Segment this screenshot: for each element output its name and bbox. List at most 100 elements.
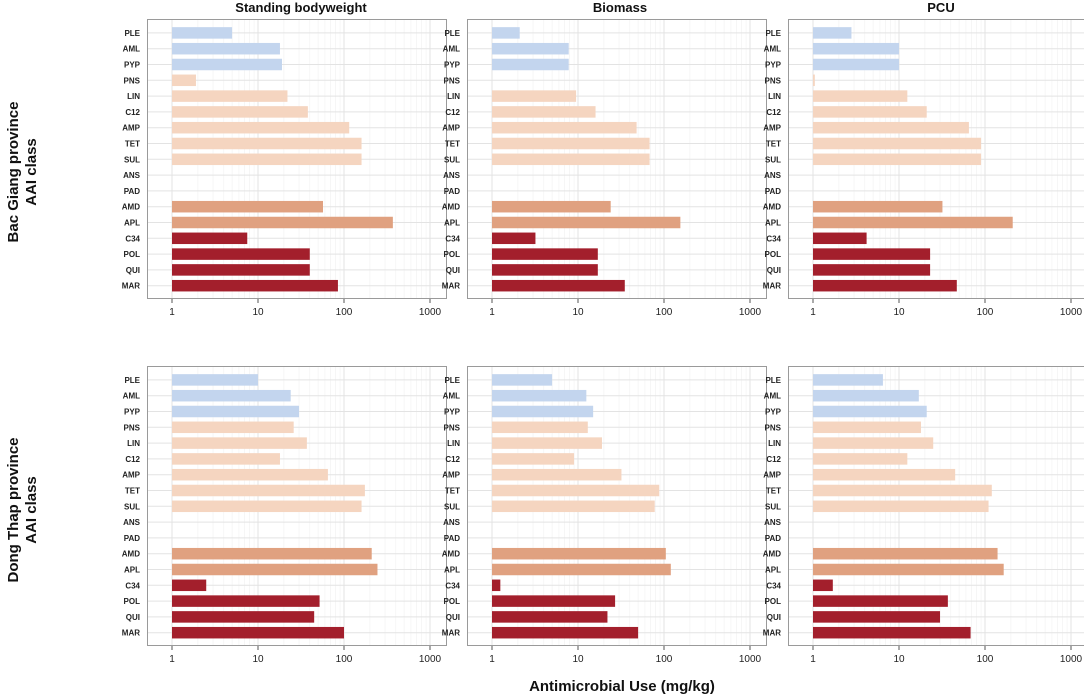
- category-label-pol: POL: [765, 597, 782, 606]
- category-label-c12: C12: [445, 108, 460, 117]
- bar-c34: [172, 579, 207, 592]
- bar-ple: [492, 374, 553, 386]
- category-label-c12: C12: [125, 455, 140, 464]
- category-label-pol: POL: [765, 250, 782, 259]
- category-label-tet: TET: [125, 487, 140, 496]
- bar-sul: [172, 153, 362, 166]
- bar-pns: [492, 421, 588, 434]
- bar-mar: [813, 626, 971, 639]
- category-label-pns: PNS: [444, 423, 461, 432]
- bar-ple: [492, 27, 520, 39]
- category-label-sul: SUL: [124, 502, 140, 511]
- category-label-lin: LIN: [127, 92, 140, 101]
- bar-amd: [813, 547, 998, 560]
- panel-frame: [147, 19, 447, 299]
- category-label-pns: PNS: [124, 423, 141, 432]
- row-title-bac-giang: Bac Giang province AAI class: [5, 102, 40, 243]
- category-label-ans: ANS: [764, 518, 782, 527]
- category-label-pyp: PYP: [124, 408, 141, 417]
- category-label-amd: AMD: [122, 550, 140, 559]
- bar-qui: [492, 264, 598, 276]
- category-label-tet: TET: [445, 487, 460, 496]
- bar-amd: [492, 547, 666, 560]
- bar-amp: [172, 121, 350, 134]
- category-label-lin: LIN: [447, 439, 460, 448]
- bar-sul: [492, 500, 655, 513]
- category-label-tet: TET: [766, 140, 781, 149]
- category-label-c34: C34: [766, 234, 781, 243]
- bar-pyp: [492, 405, 594, 418]
- x-tick-label-10: 10: [252, 307, 264, 318]
- column-title-standing-bodyweight: Standing bodyweight: [235, 0, 367, 15]
- bar-lin: [813, 90, 908, 102]
- panel-r1-c1: PLE AML PYP PNS LIN C12 AMP TET SUL ANS PAD AMD APL C…: [442, 366, 767, 665]
- category-label-c12: C12: [766, 455, 781, 464]
- bar-tet: [172, 484, 365, 497]
- bar-mar: [813, 279, 957, 292]
- category-label-ple: PLE: [444, 29, 460, 38]
- category-label-ans: ANS: [443, 171, 461, 180]
- bar-lin: [813, 437, 934, 449]
- bar-apl: [492, 563, 671, 576]
- category-label-mar: MAR: [442, 282, 460, 291]
- panel-frame: [788, 19, 1084, 299]
- category-label-qui: QUI: [767, 266, 781, 275]
- category-label-amd: AMD: [763, 550, 781, 559]
- bar-apl: [813, 563, 1004, 576]
- category-label-mar: MAR: [763, 629, 781, 638]
- bar-pns: [172, 421, 294, 434]
- bar-lin: [492, 90, 577, 102]
- bar-tet: [172, 137, 362, 150]
- row-title-dong-thap-line1: Dong Thap province: [5, 437, 22, 582]
- bar-pns: [813, 421, 921, 434]
- category-label-mar: MAR: [122, 282, 140, 291]
- x-tick-label-1000: 1000: [1060, 654, 1083, 665]
- category-label-pyp: PYP: [765, 61, 782, 70]
- category-label-amp: AMP: [122, 124, 140, 133]
- bar-lin: [172, 437, 307, 449]
- x-tick-label-1000: 1000: [419, 654, 442, 665]
- x-tick-label-10: 10: [252, 654, 264, 665]
- bar-pol: [172, 595, 320, 607]
- category-label-ple: PLE: [124, 29, 140, 38]
- category-label-apl: APL: [765, 219, 781, 228]
- category-label-pyp: PYP: [124, 61, 141, 70]
- category-label-lin: LIN: [768, 92, 781, 101]
- category-label-pol: POL: [124, 250, 141, 259]
- bar-c12: [492, 106, 596, 118]
- category-label-ans: ANS: [443, 518, 461, 527]
- category-label-apl: APL: [444, 566, 460, 575]
- row-title-bac-giang-line1: Bac Giang province: [5, 102, 22, 243]
- category-label-c34: C34: [125, 234, 140, 243]
- bar-mar: [492, 279, 625, 292]
- panel-frame: [147, 366, 447, 646]
- row-title-dong-thap-line2: AAI class: [23, 476, 40, 544]
- bar-tet: [813, 137, 982, 150]
- category-label-qui: QUI: [126, 266, 140, 275]
- bar-pol: [813, 595, 948, 607]
- bar-sul: [492, 153, 650, 166]
- category-label-mar: MAR: [763, 282, 781, 291]
- x-tick-label-10: 10: [572, 307, 584, 318]
- category-label-aml: AML: [443, 45, 460, 54]
- bar-pyp: [813, 405, 927, 418]
- panel-r1-c0: PLE AML PYP PNS LIN C12 AMP TET SUL ANS PAD AMD APL C…: [122, 366, 447, 665]
- x-tick-label-10: 10: [572, 654, 584, 665]
- x-tick-label-1000: 1000: [1060, 307, 1083, 318]
- bar-aml: [813, 42, 899, 55]
- bar-lin: [172, 90, 288, 102]
- row-title-dong-thap: Dong Thap province AAI class: [5, 437, 40, 582]
- x-tick-label-1000: 1000: [419, 307, 442, 318]
- category-label-pad: PAD: [765, 187, 782, 196]
- category-label-c34: C34: [445, 234, 460, 243]
- panel-frame: [467, 19, 767, 299]
- category-label-pns: PNS: [444, 76, 461, 85]
- bar-c34: [492, 579, 501, 592]
- category-label-ans: ANS: [123, 518, 141, 527]
- x-tick-label-1: 1: [169, 307, 175, 318]
- category-label-pyp: PYP: [444, 408, 461, 417]
- category-label-aml: AML: [443, 392, 460, 401]
- category-label-amd: AMD: [122, 203, 140, 212]
- x-tick-label-10: 10: [893, 654, 905, 665]
